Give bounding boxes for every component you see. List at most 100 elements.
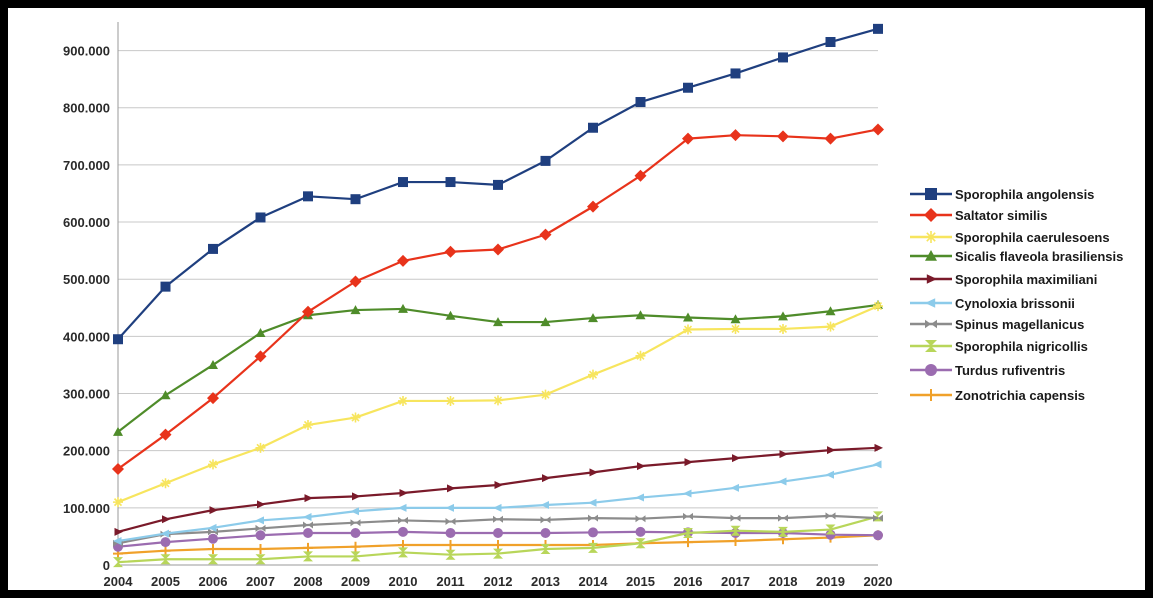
legend-label: Sporophila nigricollis bbox=[955, 339, 1088, 354]
legend-item: Spinus magellanicus bbox=[910, 317, 1084, 332]
data-point bbox=[445, 539, 456, 550]
data-point bbox=[113, 497, 123, 508]
data-point bbox=[684, 458, 693, 467]
data-point bbox=[350, 541, 361, 552]
y-tick-label: 700.000 bbox=[63, 158, 110, 173]
data-point bbox=[683, 82, 693, 93]
legend-item: Saltator similis bbox=[910, 208, 1047, 223]
data-point bbox=[398, 395, 408, 406]
data-point bbox=[540, 500, 549, 509]
data-point bbox=[824, 132, 837, 145]
data-point bbox=[255, 554, 266, 565]
y-tick-label: 100.000 bbox=[63, 501, 110, 516]
legend-item: Sporophila caerulesoens bbox=[910, 230, 1110, 245]
legend-label: Sicalis flaveola brasiliensis bbox=[955, 249, 1123, 264]
data-point bbox=[825, 512, 836, 520]
x-tick-label: 2006 bbox=[199, 574, 228, 589]
data-point bbox=[873, 301, 883, 312]
x-tick-label: 2010 bbox=[389, 574, 418, 589]
data-point bbox=[160, 529, 169, 538]
data-point bbox=[873, 514, 883, 522]
data-point bbox=[493, 317, 503, 327]
legend-label: Zonotrichia capensis bbox=[955, 388, 1085, 403]
data-point bbox=[350, 412, 361, 423]
legend-label: Sporophila maximiliani bbox=[955, 272, 1097, 287]
data-point bbox=[303, 512, 312, 521]
data-point bbox=[397, 254, 409, 267]
y-tick-label: 400.000 bbox=[63, 329, 110, 344]
data-point bbox=[493, 395, 503, 406]
data-point bbox=[493, 179, 503, 190]
data-point bbox=[445, 518, 456, 526]
data-point bbox=[160, 554, 171, 565]
data-point bbox=[350, 194, 361, 205]
data-point bbox=[255, 327, 266, 337]
series-group bbox=[114, 443, 883, 536]
data-point bbox=[255, 530, 266, 541]
data-point bbox=[160, 478, 171, 489]
data-point bbox=[873, 460, 882, 469]
data-point bbox=[588, 313, 598, 323]
data-point bbox=[208, 554, 218, 565]
data-point bbox=[683, 512, 693, 520]
data-point bbox=[825, 470, 834, 479]
data-point bbox=[683, 324, 693, 335]
data-point bbox=[588, 542, 598, 553]
legend-marker bbox=[926, 274, 937, 284]
data-point bbox=[350, 507, 359, 516]
data-point bbox=[635, 538, 646, 549]
data-point bbox=[303, 527, 313, 538]
data-point bbox=[493, 503, 502, 512]
data-point bbox=[208, 523, 217, 532]
data-point bbox=[587, 200, 599, 213]
data-point bbox=[255, 212, 266, 223]
legend-marker bbox=[925, 298, 936, 308]
data-point bbox=[588, 527, 598, 538]
x-tick-label: 2013 bbox=[531, 574, 560, 589]
legend: Sporophila angolensis Saltator similis Spo… bbox=[910, 187, 1123, 403]
data-point bbox=[778, 52, 788, 63]
data-point bbox=[162, 515, 171, 524]
data-point bbox=[729, 129, 742, 142]
data-point bbox=[588, 369, 598, 380]
data-point bbox=[160, 390, 171, 400]
y-tick-label: 600.000 bbox=[63, 215, 110, 230]
data-point bbox=[588, 498, 597, 507]
series-group bbox=[113, 299, 883, 436]
data-point bbox=[207, 392, 219, 405]
legend-marker bbox=[925, 231, 937, 243]
data-point bbox=[683, 489, 692, 498]
data-point bbox=[113, 426, 123, 436]
data-point bbox=[825, 37, 836, 48]
data-point bbox=[160, 281, 171, 292]
data-point bbox=[350, 551, 361, 562]
data-point bbox=[254, 350, 267, 363]
data-point bbox=[589, 468, 598, 477]
legend-marker bbox=[925, 250, 937, 261]
data-point bbox=[255, 516, 264, 525]
legend-item: Zonotrichia capensis bbox=[910, 388, 1085, 403]
data-point bbox=[398, 526, 408, 537]
data-point bbox=[303, 191, 313, 202]
data-point bbox=[778, 311, 788, 321]
data-point bbox=[825, 524, 836, 535]
legend-item: Cynoloxia brissonii bbox=[910, 296, 1075, 311]
data-point bbox=[730, 323, 741, 334]
data-point bbox=[445, 310, 456, 320]
data-point bbox=[113, 536, 122, 545]
legend-label: Sporophila angolensis bbox=[955, 187, 1094, 202]
data-point bbox=[778, 514, 788, 522]
data-point bbox=[539, 228, 552, 241]
data-point bbox=[540, 516, 551, 524]
data-point bbox=[160, 545, 171, 556]
data-point bbox=[730, 525, 741, 536]
data-point bbox=[873, 23, 883, 34]
x-tick-label: 2011 bbox=[436, 574, 464, 589]
data-point bbox=[493, 527, 503, 538]
series-lines bbox=[112, 23, 884, 568]
data-point bbox=[445, 177, 456, 188]
data-point bbox=[445, 395, 456, 406]
data-point bbox=[352, 492, 361, 501]
x-tick-label: 2012 bbox=[484, 574, 513, 589]
data-point bbox=[732, 454, 741, 463]
